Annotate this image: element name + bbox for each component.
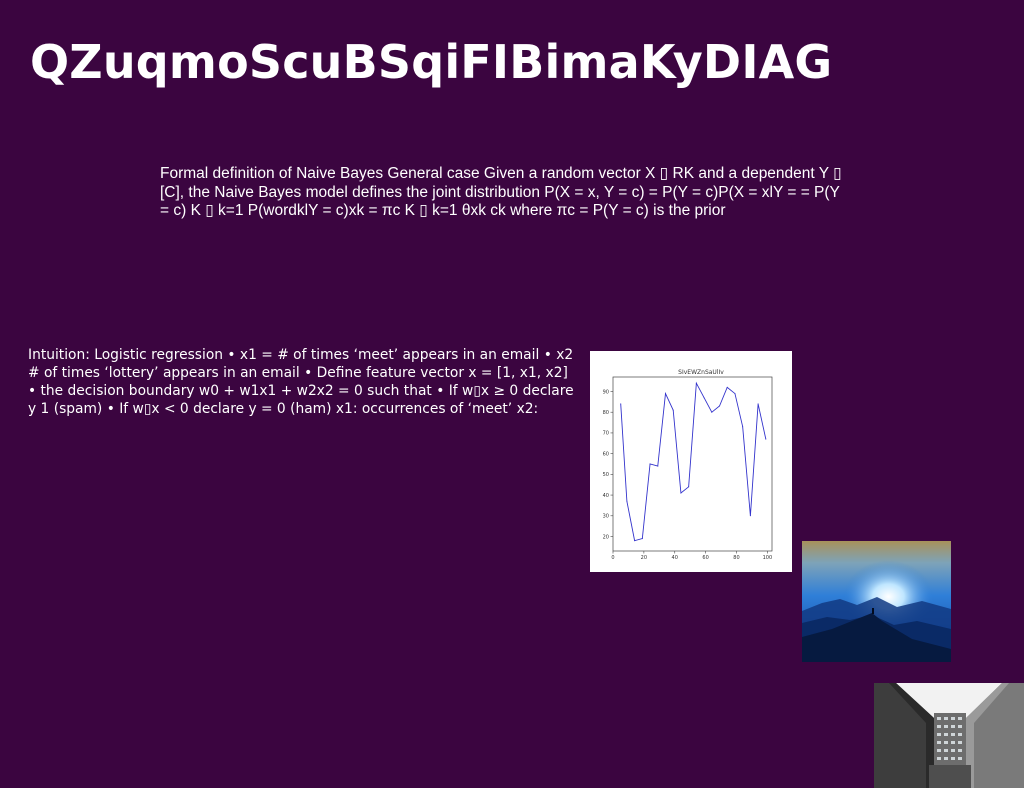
data-point	[680, 492, 682, 494]
data-point	[641, 538, 643, 540]
data-point	[742, 426, 744, 428]
y-tick-label: 30	[603, 514, 609, 520]
building-image	[874, 683, 1024, 788]
x-tick-label: 100	[763, 555, 773, 561]
data-point	[626, 500, 628, 502]
x-tick-label: 60	[702, 555, 708, 561]
y-tick-label: 90	[603, 389, 609, 395]
data-point	[703, 397, 705, 399]
line-chart: SIvEWZnSaUlIv 0 20 40 60 80 100 20 30 40 50 60 70 80…	[590, 351, 792, 572]
data-point	[734, 393, 736, 395]
data-point	[664, 393, 666, 395]
series-points	[620, 382, 767, 542]
data-point	[688, 486, 690, 488]
data-point	[765, 438, 767, 440]
data-point	[749, 515, 751, 517]
x-tick-label: 80	[733, 555, 739, 561]
logistic-regression-intuition-text: Intuition: Logistic regression • x1 = # …	[28, 347, 574, 417]
chart-title: SIvEWZnSaUlIv	[678, 369, 724, 376]
y-tick-label: 70	[603, 431, 609, 437]
data-point	[634, 540, 636, 542]
y-tick-label: 20	[603, 534, 609, 540]
x-tick-label: 20	[641, 555, 647, 561]
data-point	[726, 386, 728, 388]
x-tick-label: 40	[672, 555, 678, 561]
axis-ticks: 0 20 40 60 80 100 20 30 40 50 60 70 80 90	[603, 389, 773, 561]
building-looking-up-photo	[874, 683, 1024, 788]
data-point	[672, 409, 674, 411]
data-point	[620, 403, 622, 405]
data-point	[649, 463, 651, 465]
x-tick-label: 0	[611, 555, 614, 561]
data-point	[657, 465, 659, 467]
data-point	[757, 403, 759, 405]
naive-bayes-definition-text: Formal definition of Naive Bayes General…	[160, 165, 842, 219]
data-point	[711, 411, 713, 413]
line-chart-svg: SIvEWZnSaUlIv 0 20 40 60 80 100 20 30 40 50 60 70 80…	[603, 369, 773, 561]
slide-title: QZuqmoScuBSqiFIBimaKyDIAG	[30, 35, 833, 89]
mountain-sunrise-image	[802, 541, 951, 662]
y-tick-label: 40	[603, 493, 609, 499]
data-point	[695, 382, 697, 384]
series-line	[620, 381, 767, 542]
y-tick-label: 80	[603, 410, 609, 416]
mountain-sunrise-photo	[802, 541, 951, 662]
y-tick-label: 50	[603, 472, 609, 478]
plot-frame	[612, 376, 773, 552]
y-tick-label: 60	[603, 451, 609, 457]
data-point	[719, 405, 721, 407]
